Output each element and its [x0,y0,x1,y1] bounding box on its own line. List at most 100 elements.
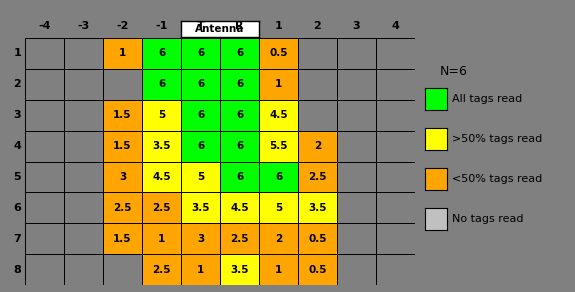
Text: 3: 3 [14,110,21,120]
Text: 3.5: 3.5 [230,265,249,274]
Bar [25,223,64,254]
Bar [298,69,337,100]
Text: 3.5: 3.5 [308,203,327,213]
Bar [103,254,142,285]
Text: 2.5: 2.5 [152,265,171,274]
Bar [337,69,376,100]
Bar [64,223,103,254]
Bar [64,192,103,223]
Text: 7: 7 [14,234,21,244]
Text: T: T [197,21,204,31]
Text: -2: -2 [116,21,129,31]
Text: 6: 6 [158,48,165,58]
Text: 8: 8 [14,265,21,274]
Text: <50% tags read: <50% tags read [452,174,542,184]
Bar [376,69,415,100]
Text: 5: 5 [158,110,165,120]
Bar [103,38,142,69]
Bar [376,223,415,254]
Text: 6: 6 [236,141,243,151]
Bar [181,100,220,131]
Bar [259,254,298,285]
Text: -3: -3 [78,21,90,31]
Bar [142,38,181,69]
Bar [64,69,103,100]
Text: 1: 1 [158,234,165,244]
Bar [181,192,220,223]
Bar [337,131,376,161]
Bar [181,131,220,161]
Bar [298,100,337,131]
Text: 3: 3 [119,172,126,182]
Text: All tags read: All tags read [452,94,522,104]
Bar [181,161,220,192]
Bar [337,223,376,254]
Bar [25,38,64,69]
Text: 6: 6 [197,48,204,58]
Bar [376,161,415,192]
Bar [142,100,181,131]
Bar [376,254,415,285]
Bar [64,161,103,192]
Bar [25,161,64,192]
Bar [103,192,142,223]
Bar [220,131,259,161]
Bar [376,38,415,69]
Bar [103,100,142,131]
Bar [142,192,181,223]
Bar [259,131,298,161]
Bar [64,254,103,285]
Bar [298,254,337,285]
Text: 1: 1 [275,79,282,89]
Bar [142,69,181,100]
Text: 1: 1 [119,48,126,58]
Text: 6: 6 [158,79,165,89]
Text: 2: 2 [313,21,321,31]
Bar [298,161,337,192]
Text: 2.5: 2.5 [308,172,327,182]
Text: 3: 3 [197,234,204,244]
Text: 4.5: 4.5 [269,110,288,120]
Text: No tags read: No tags read [452,214,523,224]
Bar [337,161,376,192]
Bar [181,38,220,69]
Bar [25,100,64,131]
Text: N=6: N=6 [440,65,468,78]
Bar [337,254,376,285]
Text: 6: 6 [197,110,204,120]
Bar [142,223,181,254]
Text: >50% tags read: >50% tags read [452,134,542,144]
Text: 1: 1 [14,48,21,58]
Text: -4: -4 [39,21,51,31]
Text: 1.5: 1.5 [113,110,132,120]
Text: 5: 5 [14,172,21,182]
Text: 1: 1 [197,265,204,274]
Bar [376,100,415,131]
Bar [298,131,337,161]
Text: 6: 6 [197,79,204,89]
Bar [103,223,142,254]
Bar [142,254,181,285]
Bar [259,69,298,100]
Text: 4.5: 4.5 [230,203,249,213]
Text: 2.5: 2.5 [113,203,132,213]
Bar [259,223,298,254]
Text: 2: 2 [14,79,21,89]
Bar [64,100,103,131]
Bar [220,254,259,285]
Bar [337,192,376,223]
Bar [259,38,298,69]
Text: 2: 2 [314,141,321,151]
Bar [25,192,64,223]
Bar [103,131,142,161]
Text: 2.5: 2.5 [230,234,249,244]
Bar [142,161,181,192]
Text: 6: 6 [275,172,282,182]
Text: 5: 5 [275,203,282,213]
Text: 4.5: 4.5 [152,172,171,182]
Text: 6: 6 [236,79,243,89]
Text: 0.5: 0.5 [269,48,288,58]
Text: 5.5: 5.5 [269,141,288,151]
Bar [376,131,415,161]
Bar [298,223,337,254]
